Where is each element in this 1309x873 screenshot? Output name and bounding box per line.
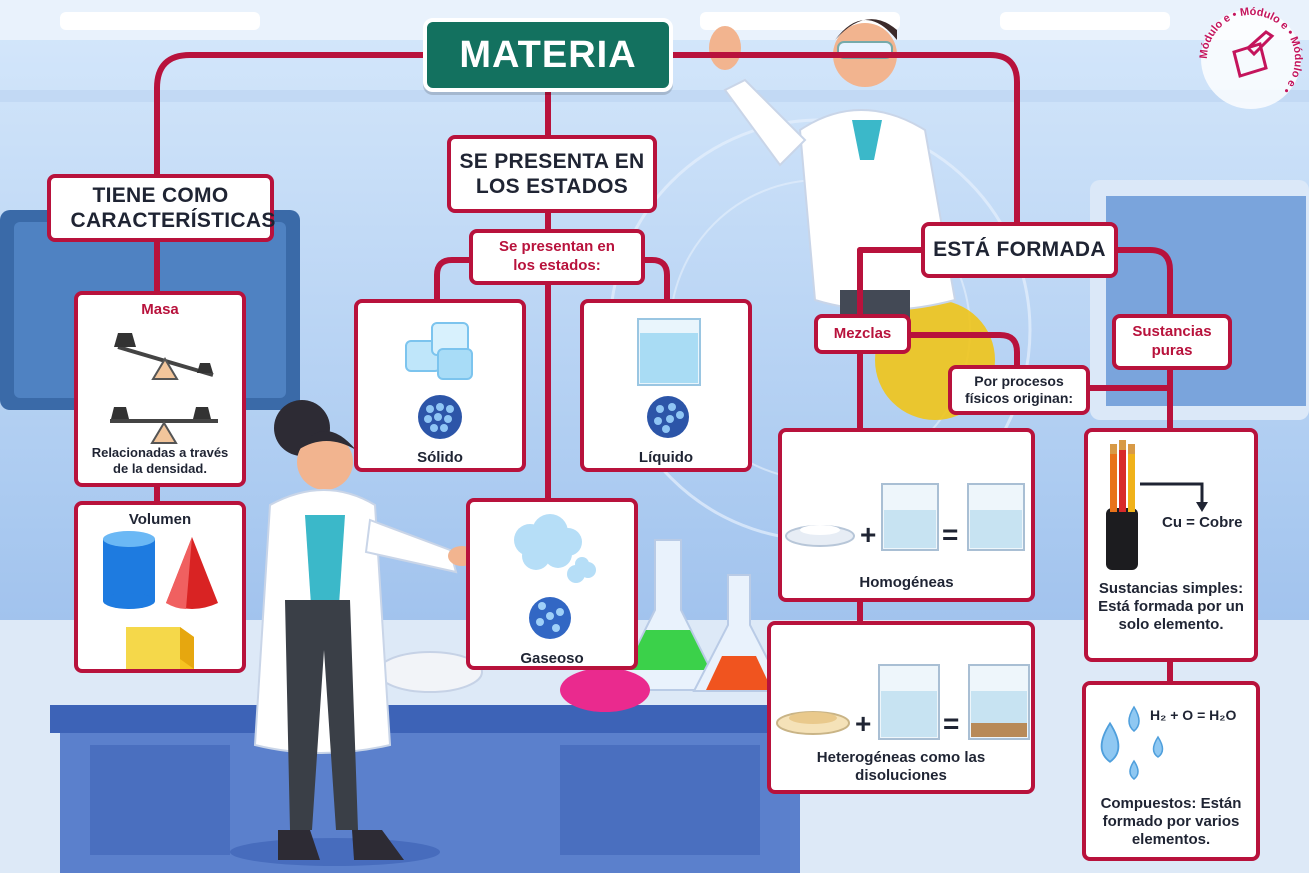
mezclas-text: Mezclas xyxy=(833,324,892,342)
geometric-shapes-icon xyxy=(103,531,218,669)
procesos-text: Por procesos físicos originan: xyxy=(964,372,1074,407)
water-beaker-icon xyxy=(637,318,701,438)
liquido-card: Líquido xyxy=(580,299,752,472)
states-header-text: SE PRESENTA EN LOS ESTADOS xyxy=(459,149,645,198)
gaseoso-card: Gaseoso xyxy=(466,498,638,670)
scientist-female-illustration xyxy=(230,400,476,866)
svg-text:+: + xyxy=(855,708,871,739)
page-title: MATERIA xyxy=(423,18,673,92)
liquido-label: Líquido xyxy=(638,449,694,466)
gaseoso-label: Gaseoso xyxy=(520,650,584,667)
water-drops-icon xyxy=(1100,705,1164,780)
homogeneas-card: + = Homogéneas xyxy=(778,428,1035,602)
mezclas-label: Mezclas xyxy=(814,314,911,354)
states-subheader-text: Se presentan en los estados: xyxy=(499,238,615,274)
sustancias-puras-text: Sustancias puras xyxy=(1132,323,1212,359)
compuestos-formula: H₂ + O = H₂O xyxy=(1150,707,1237,723)
svg-text:=: = xyxy=(943,708,959,739)
modulo-e-logo: Módulo e • Módulo e • Módulo e • xyxy=(1196,4,1306,114)
simples-card: Cu = Cobre Sustancias simples: Está form… xyxy=(1084,428,1258,662)
compuestos-caption: Compuestos: Están formado por varios ele… xyxy=(1100,795,1242,848)
states-subheader: Se presentan en los estados: xyxy=(469,229,645,285)
heterogeneas-card: + = Heterogéneas como las disoluciones xyxy=(767,621,1035,794)
volumen-label: Volumen xyxy=(128,511,192,528)
simples-formula: Cu = Cobre xyxy=(1162,514,1243,531)
sustancias-puras-label: Sustancias puras xyxy=(1112,314,1232,370)
procesos-label: Por procesos físicos originan: xyxy=(948,365,1090,415)
masa-card: Masa Relacionadas a través de la densida… xyxy=(74,291,246,487)
volumen-card: Volumen xyxy=(74,501,246,673)
svg-text:+: + xyxy=(860,519,876,550)
solido-label: Sólido xyxy=(417,449,463,466)
characteristics-header-text: TIENE COMO CARACTERÍSTICAS xyxy=(70,183,276,232)
solido-card: Sólido xyxy=(354,299,526,472)
cloud-icon xyxy=(514,514,596,639)
compuestos-card: H₂ + O = H₂O Compuestos: Están formado p… xyxy=(1082,681,1260,861)
masa-label: Masa xyxy=(141,301,179,318)
characteristics-header: TIENE COMO CARACTERÍSTICAS xyxy=(47,174,276,242)
masa-caption: Relacionadas a través de la densidad. xyxy=(91,445,229,476)
copper-cable-icon xyxy=(1106,440,1208,570)
mixing-homogeneous-icon: + = xyxy=(785,483,1025,551)
states-header: SE PRESENTA EN LOS ESTADOS xyxy=(447,135,657,213)
svg-text:=: = xyxy=(942,519,958,550)
ice-cubes-icon xyxy=(405,322,473,439)
simples-caption: Sustancias simples: Está formada por un … xyxy=(1098,580,1244,633)
formed-header: ESTÁ FORMADA xyxy=(921,222,1118,278)
formed-header-text: ESTÁ FORMADA xyxy=(933,238,1106,262)
mixing-heterogeneous-icon: + = xyxy=(776,664,1030,740)
homogeneas-label: Homogéneas xyxy=(859,574,954,591)
balance-scale-icon xyxy=(110,333,218,444)
heterogeneas-label: Heterogéneas como las disoluciones xyxy=(816,749,986,784)
